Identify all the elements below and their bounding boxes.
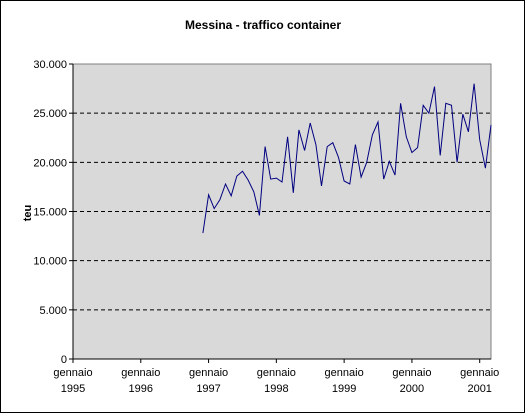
x-tick-label-month: gennaio — [121, 367, 160, 379]
x-tick-label-month: gennaio — [257, 367, 296, 379]
y-tick-label: 20.000 — [33, 157, 67, 169]
x-tick-label-year: 1997 — [196, 383, 220, 395]
y-tick-label: 5.000 — [39, 305, 67, 317]
plot-area — [73, 64, 491, 359]
x-tick-label-year: 2001 — [467, 383, 491, 395]
x-tick-label-month: gennaio — [325, 367, 364, 379]
y-tick-label: 15.000 — [33, 207, 67, 219]
series-layer — [202, 83, 492, 234]
y-tick-label: 30.000 — [33, 59, 67, 71]
y-tick-label: 0 — [61, 354, 67, 366]
y-tick-label: 25.000 — [33, 108, 67, 120]
x-tick-label-year: 1999 — [332, 383, 356, 395]
series-line — [202, 83, 492, 234]
x-tick-label-month: gennaio — [460, 367, 499, 379]
x-axis-ticks: gennaio 1995 gennaio 1996 gennaio 1997 gennaio… — [53, 359, 499, 395]
x-tick-label-year: 1995 — [61, 383, 85, 395]
y-axis-ticks: 0 5.000 10.000 15.000 20.000 25.000 30.000 — [33, 59, 73, 366]
x-tick-label-month: gennaio — [392, 367, 431, 379]
y-axis-title: teu — [22, 205, 34, 222]
x-tick-label-year: 2000 — [400, 383, 424, 395]
x-tick-label-year: 1998 — [264, 383, 288, 395]
x-tick-label-month: gennaio — [189, 367, 228, 379]
x-tick-label-month: gennaio — [53, 367, 92, 379]
x-tick-label-year: 1996 — [129, 383, 153, 395]
y-tick-label: 10.000 — [33, 256, 67, 268]
chart-title: Messina - traffico container — [185, 18, 341, 32]
